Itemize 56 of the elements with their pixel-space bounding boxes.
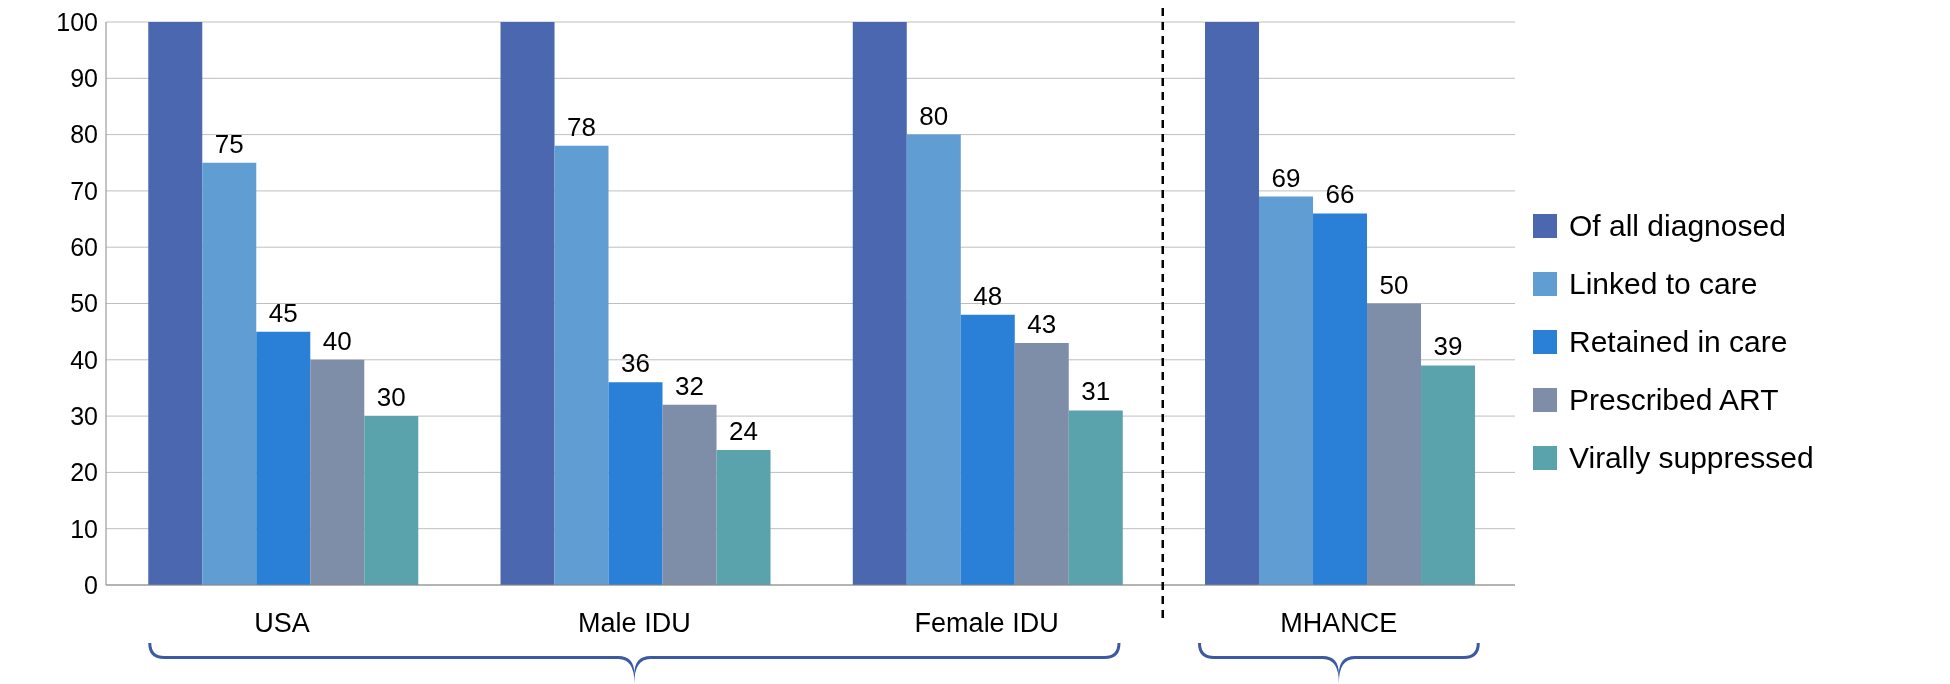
bar [202,162,257,585]
bar [364,416,419,585]
y-tick-label: 40 [70,345,98,374]
bar [1259,196,1314,585]
legend-label: Retained in care [1569,325,1788,359]
bar [500,22,555,585]
bar [1014,342,1069,585]
bar [608,382,663,585]
data-label: 32 [675,370,704,401]
bar [256,331,311,585]
y-tick-label: 20 [70,458,98,487]
data-label: 24 [729,415,758,446]
bar [554,145,609,585]
bar [310,359,365,585]
data-label: 80 [919,100,949,131]
data-label: 45 [268,297,298,328]
x-tick-label: MHANCE [1280,608,1398,639]
data-label: 43 [1027,308,1057,339]
y-tick-label: 10 [70,514,98,543]
data-label: 31 [1081,376,1111,407]
data-label: 50 [1379,269,1409,300]
y-tick-label: 80 [70,120,98,149]
y-tick-label: 0 [84,570,98,599]
bar [1205,22,1260,585]
data-label: 36 [621,348,650,379]
bar [662,404,717,585]
legend-label: Of all diagnosed [1569,209,1786,243]
bar [960,314,1015,585]
data-label: 40 [322,325,352,356]
data-label: 66 [1325,179,1355,210]
y-tick-label: 50 [70,289,98,318]
data-label: 30 [376,382,406,413]
data-label: 78 [567,111,596,142]
data-label: 75 [214,128,244,159]
y-tick-label: 90 [70,64,98,93]
x-tick-label: USA [254,608,310,639]
bar [852,22,907,585]
legend-label: Prescribed ART [1569,383,1779,417]
y-tick-label: 30 [70,401,98,430]
legend-label: Virally suppressed [1569,441,1814,475]
legend-label: Linked to care [1569,267,1758,301]
data-label: 39 [1433,331,1463,362]
bar [906,134,961,585]
y-tick-label: 100 [56,7,98,36]
y-tick-label: 60 [70,233,98,262]
x-tick-label: Male IDU [578,608,691,639]
bar [1421,365,1476,585]
bar [1367,303,1422,585]
x-tick-label: Female IDU [914,608,1059,639]
bar [148,22,203,585]
bar [1068,410,1123,585]
data-label: 69 [1271,162,1301,193]
y-tick-label: 70 [70,176,98,205]
bar [716,449,771,585]
bar [1313,213,1368,585]
data-label: 48 [973,280,1003,311]
